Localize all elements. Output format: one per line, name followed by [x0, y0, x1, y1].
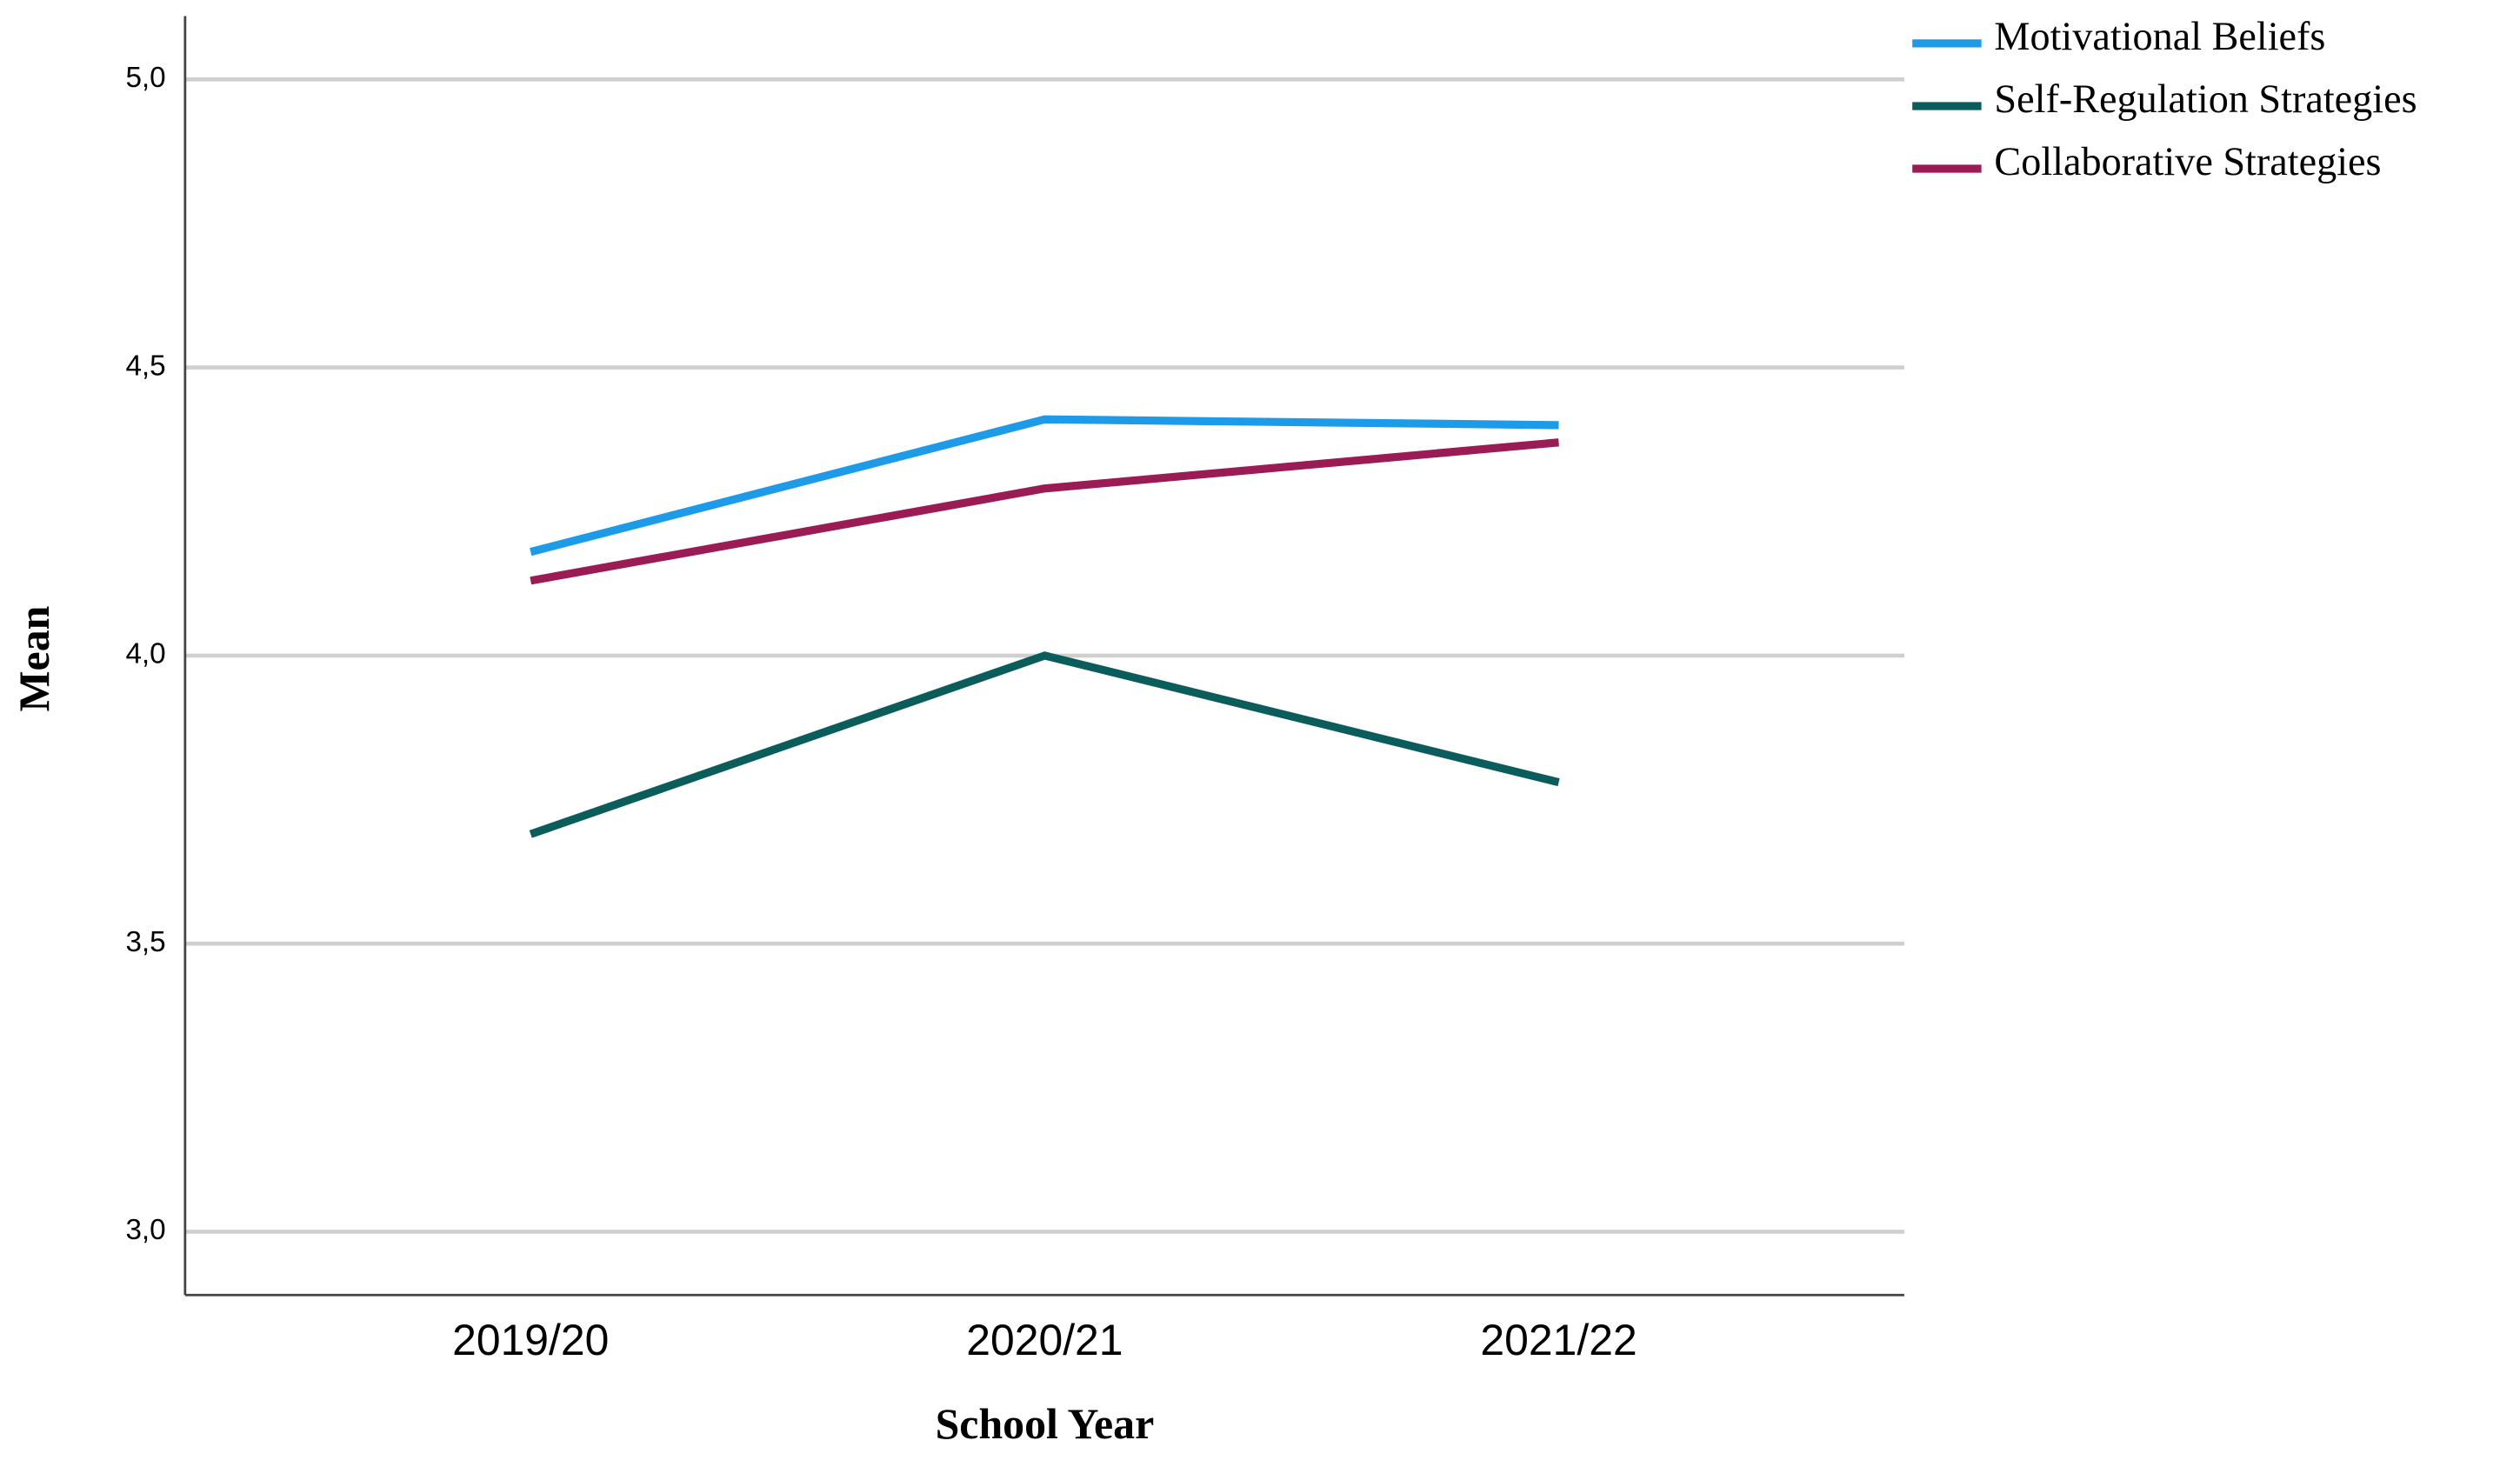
y-tick-label: 4,0 [125, 638, 165, 670]
legend-label: Self-Regulation Strategies [1994, 77, 2417, 121]
y-axis-title: Mean [10, 606, 58, 712]
legend-label: Motivational Beliefs [1994, 14, 2325, 58]
y-tick-label: 3,0 [125, 1214, 165, 1246]
y-tick-label: 3,5 [125, 926, 165, 958]
x-tick-label: 2020/21 [966, 1316, 1123, 1364]
data-line [530, 438, 1559, 585]
y-tick-label: 5,0 [125, 62, 165, 94]
data-line [530, 415, 1559, 557]
x-tick-label: 2019/20 [452, 1316, 609, 1364]
legend-label: Collaborative Strategies [1994, 139, 2381, 183]
data-line [529, 651, 1560, 838]
y-tick-label: 4,5 [125, 350, 165, 382]
x-axis-title: School Year [936, 1400, 1155, 1448]
x-tick-label: 2021/22 [1480, 1316, 1637, 1364]
